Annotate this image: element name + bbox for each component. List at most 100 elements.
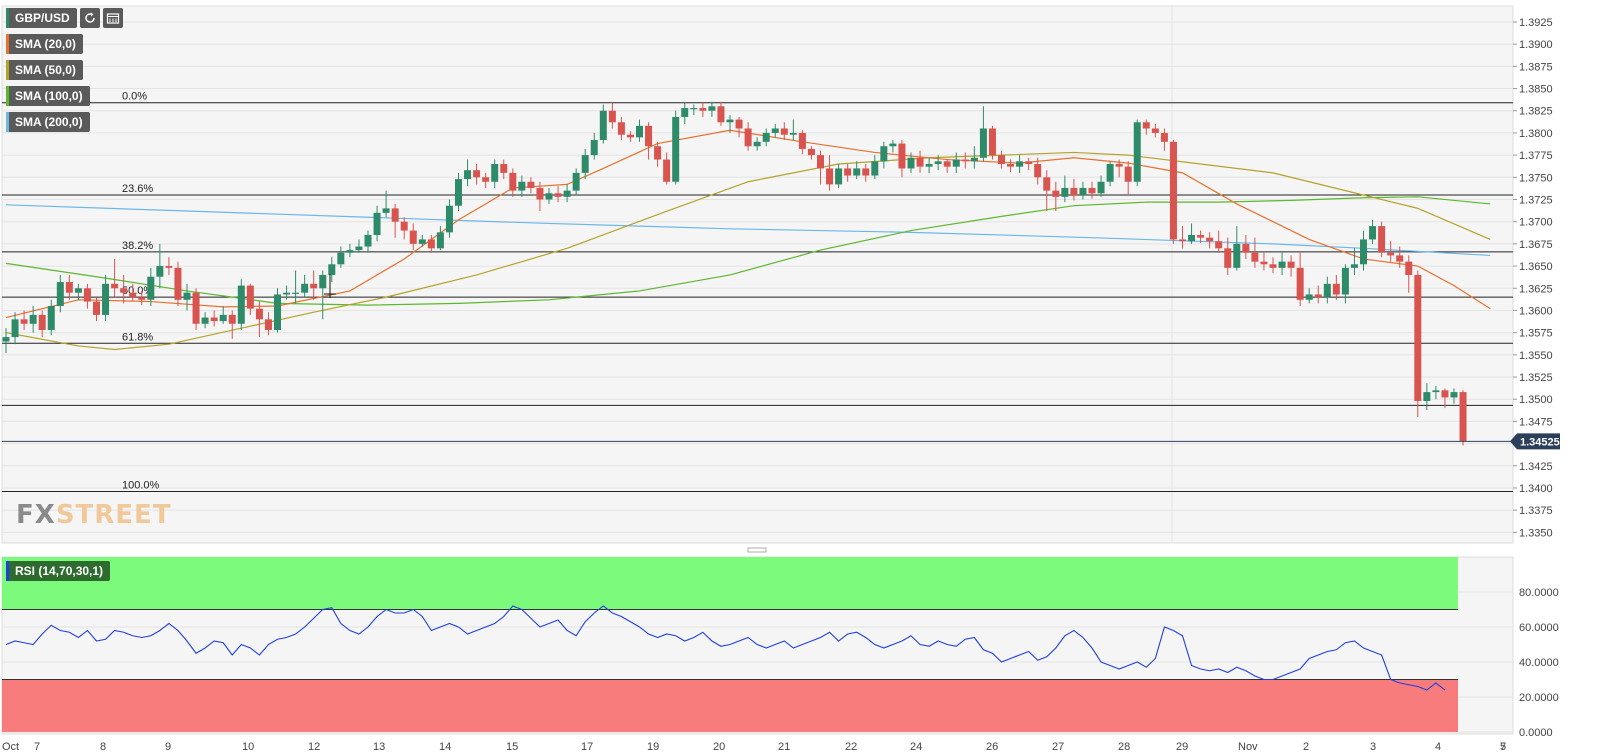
candle-body <box>1233 243 1241 268</box>
fib-level-label: 100.0% <box>122 480 160 492</box>
sma-20-chip[interactable]: SMA (20,0) <box>6 34 83 54</box>
candle-body <box>961 159 969 162</box>
candle-body <box>1097 181 1105 194</box>
candle-body <box>120 288 128 293</box>
candle-body <box>1215 241 1223 249</box>
time-tick-label: 13 <box>373 741 385 753</box>
rsi-chip[interactable]: RSI (14,70,30,1) <box>6 561 111 581</box>
candle-body <box>1197 235 1205 238</box>
candle-body <box>1242 243 1250 253</box>
candle-body <box>1305 294 1313 300</box>
candle-body <box>545 193 553 200</box>
candle-body <box>47 306 55 330</box>
price-tick-label: 1.3350 <box>1519 527 1553 539</box>
candle-body <box>201 317 209 324</box>
sma-20-swatch <box>6 34 9 54</box>
candle-body <box>310 283 318 289</box>
candle-body <box>1142 122 1150 129</box>
candle-body <box>165 266 173 268</box>
candle-body <box>1079 187 1087 196</box>
price-axis: 1.3925 1.3900 1.3875 1.3850 1.3825 1.3800 1.37… <box>1513 17 1553 539</box>
time-tick-label: 7 <box>1500 741 1506 753</box>
candle-body <box>708 106 716 111</box>
rsi-oversold-zone <box>2 679 1458 732</box>
sma-200-chip[interactable]: SMA (200,0) <box>6 112 90 132</box>
candle-body <box>681 108 689 117</box>
refresh-icon[interactable] <box>79 8 100 28</box>
sma-50-label: SMA (50,0) <box>15 63 76 77</box>
candle-body <box>1224 248 1232 268</box>
candle-body <box>1378 226 1386 253</box>
calendar-icon[interactable] <box>102 8 123 28</box>
pane-divider-handle[interactable] <box>747 547 767 553</box>
candle-body <box>1169 141 1177 240</box>
sma-50-swatch <box>6 60 9 80</box>
sma200-line <box>5 204 1491 257</box>
sma-50-chip[interactable]: SMA (50,0) <box>6 60 83 80</box>
candle-body <box>554 193 562 197</box>
candle-body <box>147 276 155 300</box>
candle-body <box>581 155 589 173</box>
candle-body <box>93 301 100 315</box>
candle-body <box>817 155 824 169</box>
symbol-swatch <box>6 8 9 28</box>
candle-body <box>572 172 580 191</box>
candle-body <box>83 288 91 302</box>
candle-body <box>283 292 291 295</box>
price-tick-label: 1.3550 <box>1519 350 1553 362</box>
candle-body <box>699 108 707 111</box>
sma50-line <box>5 151 1491 351</box>
symbol-label: GBP/USD <box>15 11 70 25</box>
candle-body <box>427 239 435 249</box>
time-tick-label: 29 <box>1176 741 1188 753</box>
candle-body <box>11 319 19 338</box>
candle-body <box>246 285 254 309</box>
price-tick-label: 1.3750 <box>1519 172 1553 184</box>
candlesticks <box>2 101 1467 446</box>
time-tick-label: 4 <box>1435 741 1441 753</box>
fxstreet-logo: FXSTREET <box>16 500 172 530</box>
time-tick-label: 10 <box>242 741 254 753</box>
symbol-chip[interactable]: GBP/USD <box>6 8 77 28</box>
candle-body <box>780 128 788 135</box>
candle-body <box>2 337 10 342</box>
candle-body <box>29 314 37 324</box>
candle-body <box>626 134 634 138</box>
candle-body <box>590 140 598 156</box>
candle-body <box>1160 132 1168 142</box>
candle-body <box>563 190 571 197</box>
candle-body <box>853 168 861 176</box>
time-tick-label: 26 <box>986 741 998 753</box>
candle-body <box>1260 261 1268 265</box>
time-tick-label: 8 <box>100 741 106 753</box>
candle-body <box>192 292 200 324</box>
candle-body <box>464 170 472 180</box>
candle-body <box>617 122 625 135</box>
candle-body <box>1323 283 1331 298</box>
candle-body <box>998 155 1005 164</box>
candle-body <box>111 283 119 289</box>
candle-body <box>726 119 734 123</box>
candle-body <box>744 128 752 147</box>
candle-body <box>979 128 987 158</box>
candle-body <box>907 157 915 169</box>
candle-body <box>943 161 951 167</box>
gridlines <box>2 6 1513 733</box>
candle-body <box>1387 252 1395 256</box>
price-tick-label: 1.3425 <box>1519 461 1553 473</box>
candle-body <box>1188 235 1196 242</box>
sma-100-chip[interactable]: SMA (100,0) <box>6 86 90 106</box>
candle-body <box>1341 267 1349 295</box>
candle-body <box>1405 261 1413 275</box>
price-tick-label: 1.3875 <box>1519 61 1553 73</box>
time-tick-label: 5 <box>1500 741 1506 753</box>
candle-body <box>1314 294 1322 298</box>
candle-body <box>56 282 64 307</box>
fib-level-label: 23.6% <box>122 183 153 195</box>
candle-body <box>1350 264 1358 268</box>
time-tick-label: 15 <box>506 741 518 753</box>
candle-body <box>1332 283 1340 295</box>
candle-body <box>898 143 906 169</box>
indicator-legend: SMA (20,0) SMA (50,0) SMA (100,0) SMA (2… <box>6 34 90 138</box>
